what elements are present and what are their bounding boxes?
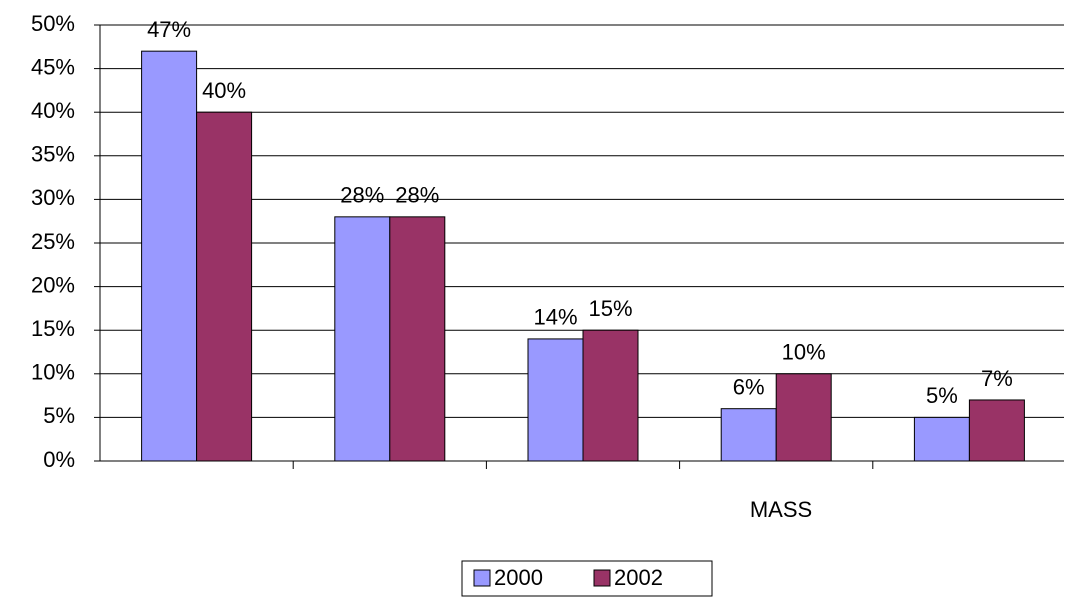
- legend-box: [461, 560, 713, 597]
- y-tick-label: 45%: [31, 54, 75, 79]
- data-label: 6%: [733, 374, 765, 399]
- y-tick-label: 15%: [31, 316, 75, 341]
- bar: [913, 416, 970, 462]
- y-tick-label: 50%: [31, 11, 75, 36]
- y-tick-label: 0%: [43, 447, 75, 472]
- data-label: 28%: [340, 183, 384, 208]
- bar: [775, 373, 832, 462]
- data-label: 40%: [202, 78, 246, 103]
- data-label: 15%: [588, 296, 632, 321]
- legend-swatch: [473, 569, 491, 587]
- data-label: 5%: [926, 383, 958, 408]
- x-axis-label: MASS: [750, 497, 812, 522]
- y-tick-label: 40%: [31, 98, 75, 123]
- legend-label: 2002: [614, 565, 663, 590]
- data-label: 28%: [395, 183, 439, 208]
- bar: [389, 216, 446, 462]
- y-tick-label: 20%: [31, 272, 75, 297]
- data-label: 47%: [147, 17, 191, 42]
- legend-label: 2000: [494, 565, 543, 590]
- y-tick-label: 35%: [31, 142, 75, 167]
- data-label: 10%: [782, 340, 826, 365]
- data-label: 7%: [981, 366, 1013, 391]
- bar: [527, 338, 584, 462]
- data-label: 14%: [533, 305, 577, 330]
- y-tick-label: 25%: [31, 229, 75, 254]
- bar: [582, 329, 639, 462]
- legend-swatch: [593, 569, 611, 587]
- bar: [720, 408, 777, 462]
- bar: [141, 50, 198, 462]
- y-tick-label: 5%: [43, 403, 75, 428]
- bar: [968, 399, 1025, 462]
- y-tick-label: 30%: [31, 185, 75, 210]
- y-tick-label: 10%: [31, 360, 75, 385]
- bar: [334, 216, 391, 462]
- bar: [196, 111, 253, 462]
